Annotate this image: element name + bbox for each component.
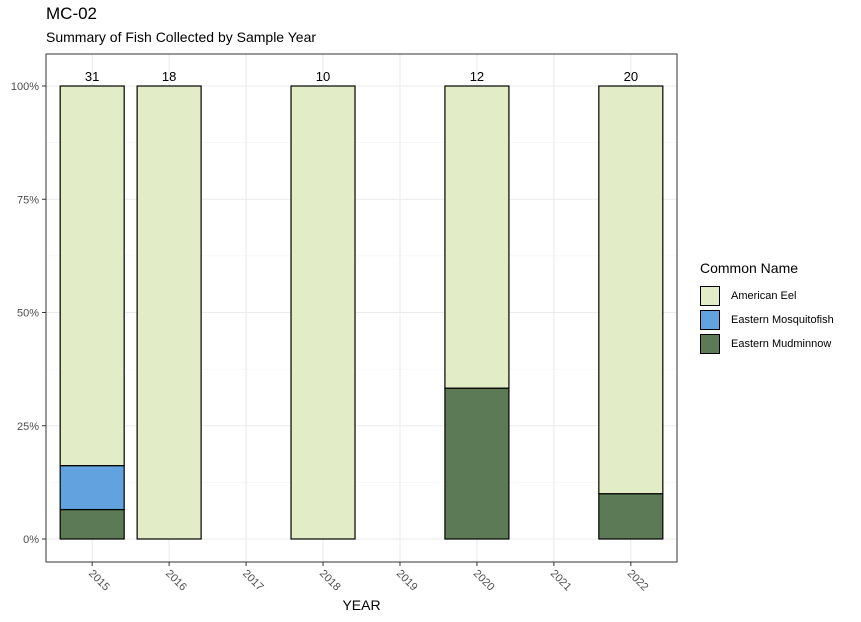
legend-swatch <box>700 334 720 354</box>
bar-segment <box>444 85 510 389</box>
legend-item-eastern-mosquitofish: Eastern Mosquitofish <box>700 308 834 332</box>
y-tick-label: 50% <box>17 308 39 320</box>
bar-total-label: 12 <box>470 69 484 84</box>
legend-title: Common Name <box>700 260 799 276</box>
legend: Common Name American Eel Eastern Mosquit… <box>700 260 834 356</box>
x-tick-label: 2021 <box>548 568 574 594</box>
legend-swatch <box>700 286 720 306</box>
bar-segment <box>290 85 356 540</box>
bar-segment <box>136 85 202 540</box>
legend-label: American Eel <box>731 290 797 302</box>
x-tick-label: 2016 <box>163 568 189 594</box>
bar-segment <box>59 508 125 540</box>
x-tick-label: 2019 <box>394 568 420 594</box>
y-tick-label: 25% <box>17 421 39 433</box>
legend-item-american-eel: American Eel <box>700 284 834 308</box>
x-axis-title: YEAR <box>342 597 380 613</box>
x-tick-label: 2015 <box>86 568 112 594</box>
bar-segment <box>598 493 664 540</box>
y-tick-label: 0% <box>23 534 39 546</box>
panel-border <box>45 53 678 563</box>
legend-label: Eastern Mosquitofish <box>731 314 834 326</box>
chart-subtitle: Summary of Fish Collected by Sample Year <box>46 29 317 45</box>
x-tick-label: 2020 <box>471 568 497 594</box>
bar-total-label: 18 <box>162 69 176 84</box>
bar-segment <box>444 387 510 540</box>
bar-total-label: 31 <box>85 69 99 84</box>
chart-title: MC-02 <box>46 4 98 23</box>
y-tick-label: 75% <box>17 194 39 206</box>
legend-swatch <box>700 310 720 330</box>
legend-label: Eastern Mudminnow <box>731 338 832 350</box>
bar-total-label: 20 <box>624 69 638 84</box>
bar-segment <box>59 85 125 467</box>
bar-segment <box>598 85 664 495</box>
x-tick-label: 2022 <box>625 568 651 594</box>
y-tick-label: 100% <box>11 81 39 93</box>
bar-total-label: 10 <box>316 69 330 84</box>
x-tick-label: 2017 <box>240 568 266 594</box>
x-tick-label: 2018 <box>317 568 343 594</box>
bar-segment <box>59 465 125 511</box>
legend-item-eastern-mudminnow: Eastern Mudminnow <box>700 332 834 356</box>
